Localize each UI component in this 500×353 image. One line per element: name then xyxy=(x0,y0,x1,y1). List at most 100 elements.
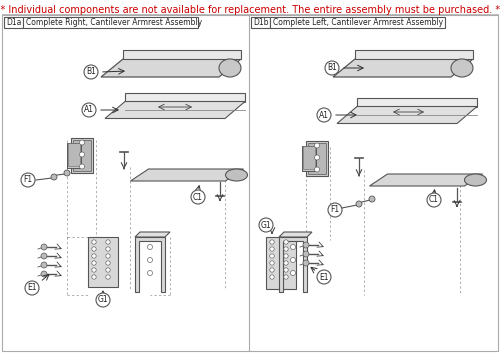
Circle shape xyxy=(106,261,110,265)
Circle shape xyxy=(427,193,441,207)
Circle shape xyxy=(41,244,47,250)
Polygon shape xyxy=(123,50,241,59)
Circle shape xyxy=(284,254,288,258)
Circle shape xyxy=(369,196,375,202)
Circle shape xyxy=(303,260,309,266)
Circle shape xyxy=(51,174,57,180)
Ellipse shape xyxy=(451,59,473,77)
Circle shape xyxy=(303,242,309,248)
Circle shape xyxy=(356,201,362,207)
Circle shape xyxy=(325,61,339,75)
Circle shape xyxy=(270,247,274,251)
Polygon shape xyxy=(105,102,245,119)
Text: C1: C1 xyxy=(429,196,439,204)
Circle shape xyxy=(290,257,296,263)
Bar xyxy=(4,17,23,28)
Bar xyxy=(251,17,270,28)
Ellipse shape xyxy=(464,174,486,186)
Circle shape xyxy=(106,254,110,258)
Circle shape xyxy=(284,275,288,279)
Polygon shape xyxy=(101,59,241,77)
Text: A1: A1 xyxy=(319,110,329,120)
Bar xyxy=(306,140,328,175)
Circle shape xyxy=(92,240,96,244)
Bar xyxy=(302,146,316,171)
Circle shape xyxy=(84,65,98,79)
Circle shape xyxy=(106,275,110,279)
Text: F1: F1 xyxy=(24,175,32,185)
Circle shape xyxy=(41,253,47,259)
Circle shape xyxy=(106,247,110,251)
Circle shape xyxy=(270,240,274,244)
Circle shape xyxy=(191,190,205,204)
Circle shape xyxy=(80,152,84,157)
Polygon shape xyxy=(135,232,170,237)
Bar xyxy=(68,143,80,166)
Bar xyxy=(88,237,118,287)
Circle shape xyxy=(106,268,110,272)
Text: D1b: D1b xyxy=(253,18,268,27)
Circle shape xyxy=(290,270,296,275)
Text: *** Individual components are not available for replacement. The entire assembly: *** Individual components are not availa… xyxy=(0,5,500,15)
Text: E1: E1 xyxy=(320,273,329,281)
Bar xyxy=(266,237,296,289)
Circle shape xyxy=(148,245,152,250)
Polygon shape xyxy=(279,237,307,292)
Bar xyxy=(67,143,81,168)
Text: G1: G1 xyxy=(98,295,108,305)
Polygon shape xyxy=(279,232,312,237)
Text: F1: F1 xyxy=(330,205,340,215)
Polygon shape xyxy=(357,97,477,107)
Circle shape xyxy=(284,268,288,272)
Bar xyxy=(73,139,91,170)
Circle shape xyxy=(290,245,296,250)
Circle shape xyxy=(314,143,320,148)
Ellipse shape xyxy=(226,169,248,181)
Circle shape xyxy=(92,254,96,258)
Text: G1: G1 xyxy=(260,221,272,229)
Text: B1: B1 xyxy=(86,67,96,77)
Text: C1: C1 xyxy=(193,192,203,202)
Circle shape xyxy=(96,293,110,307)
Bar xyxy=(303,146,315,169)
Bar xyxy=(23,17,198,28)
Circle shape xyxy=(41,262,47,268)
Circle shape xyxy=(148,270,152,275)
Circle shape xyxy=(41,271,47,277)
Circle shape xyxy=(25,281,39,295)
Polygon shape xyxy=(125,92,245,102)
Circle shape xyxy=(284,240,288,244)
Circle shape xyxy=(328,203,342,217)
Circle shape xyxy=(80,140,84,145)
Circle shape xyxy=(64,170,70,176)
Circle shape xyxy=(259,218,273,232)
Circle shape xyxy=(92,268,96,272)
Circle shape xyxy=(92,275,96,279)
Bar xyxy=(270,17,445,28)
Circle shape xyxy=(270,254,274,258)
Polygon shape xyxy=(130,169,244,181)
Circle shape xyxy=(314,155,320,160)
Circle shape xyxy=(314,167,320,172)
Circle shape xyxy=(82,103,96,117)
Circle shape xyxy=(21,173,35,187)
Ellipse shape xyxy=(219,59,241,77)
Circle shape xyxy=(270,261,274,265)
Circle shape xyxy=(284,247,288,251)
Circle shape xyxy=(92,261,96,265)
Circle shape xyxy=(106,240,110,244)
Polygon shape xyxy=(337,107,477,124)
Circle shape xyxy=(148,257,152,263)
Bar xyxy=(308,143,326,174)
Text: B1: B1 xyxy=(327,64,337,72)
Polygon shape xyxy=(355,50,473,59)
Circle shape xyxy=(303,251,309,257)
Polygon shape xyxy=(135,237,165,292)
Text: E1: E1 xyxy=(27,283,37,293)
Text: D1a: D1a xyxy=(6,18,21,27)
Text: A1: A1 xyxy=(84,106,94,114)
Circle shape xyxy=(92,247,96,251)
Circle shape xyxy=(284,261,288,265)
Circle shape xyxy=(270,268,274,272)
Text: Complete Right, Cantilever Armrest Assembly: Complete Right, Cantilever Armrest Assem… xyxy=(26,18,202,27)
